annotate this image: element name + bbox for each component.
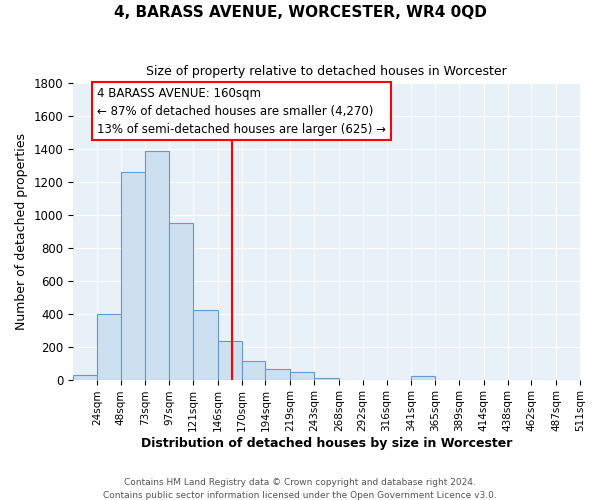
Bar	[145, 151, 169, 380]
Title: Size of property relative to detached houses in Worcester: Size of property relative to detached ho…	[146, 65, 507, 78]
Bar	[169, 223, 193, 380]
Bar	[121, 172, 145, 380]
Bar	[265, 369, 290, 380]
Bar	[193, 310, 218, 380]
Text: 4 BARASS AVENUE: 160sqm
← 87% of detached houses are smaller (4,270)
13% of semi: 4 BARASS AVENUE: 160sqm ← 87% of detache…	[97, 86, 386, 136]
Text: 4, BARASS AVENUE, WORCESTER, WR4 0QD: 4, BARASS AVENUE, WORCESTER, WR4 0QD	[113, 5, 487, 20]
Bar	[97, 314, 121, 380]
Bar	[73, 376, 97, 380]
Text: Contains HM Land Registry data © Crown copyright and database right 2024.
Contai: Contains HM Land Registry data © Crown c…	[103, 478, 497, 500]
Bar	[218, 341, 242, 380]
X-axis label: Distribution of detached houses by size in Worcester: Distribution of detached houses by size …	[141, 437, 512, 450]
Bar	[314, 378, 339, 380]
Bar	[412, 376, 435, 380]
Bar	[290, 372, 314, 380]
Bar	[242, 362, 265, 380]
Y-axis label: Number of detached properties: Number of detached properties	[15, 133, 28, 330]
